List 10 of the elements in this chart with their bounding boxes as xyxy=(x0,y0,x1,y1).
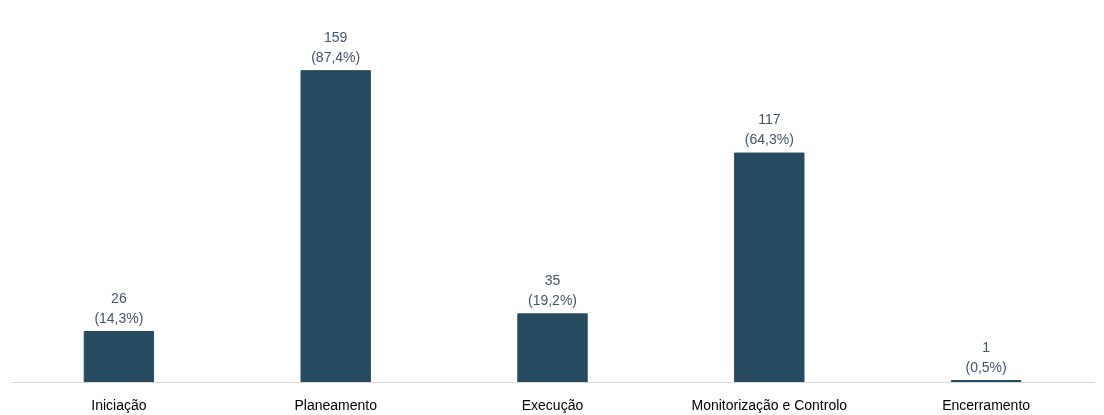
data-label: 117 (64,3%) xyxy=(744,111,794,148)
x-tick-label: Execução xyxy=(521,396,584,413)
data-label: 26 (14,3%) xyxy=(94,289,144,326)
data-label: 35 (19,2%) xyxy=(527,271,578,308)
x-tick-label: Monitorização e Controlo xyxy=(691,396,848,413)
data-label: 159 (87,4%) xyxy=(311,28,361,65)
x-tick-label: Iniciação xyxy=(91,396,147,413)
x-tick-label: Planeamento xyxy=(294,396,378,413)
data-label: 1 (0,5%) xyxy=(965,338,1007,375)
x-tick-label: Encerramento xyxy=(942,396,1031,413)
